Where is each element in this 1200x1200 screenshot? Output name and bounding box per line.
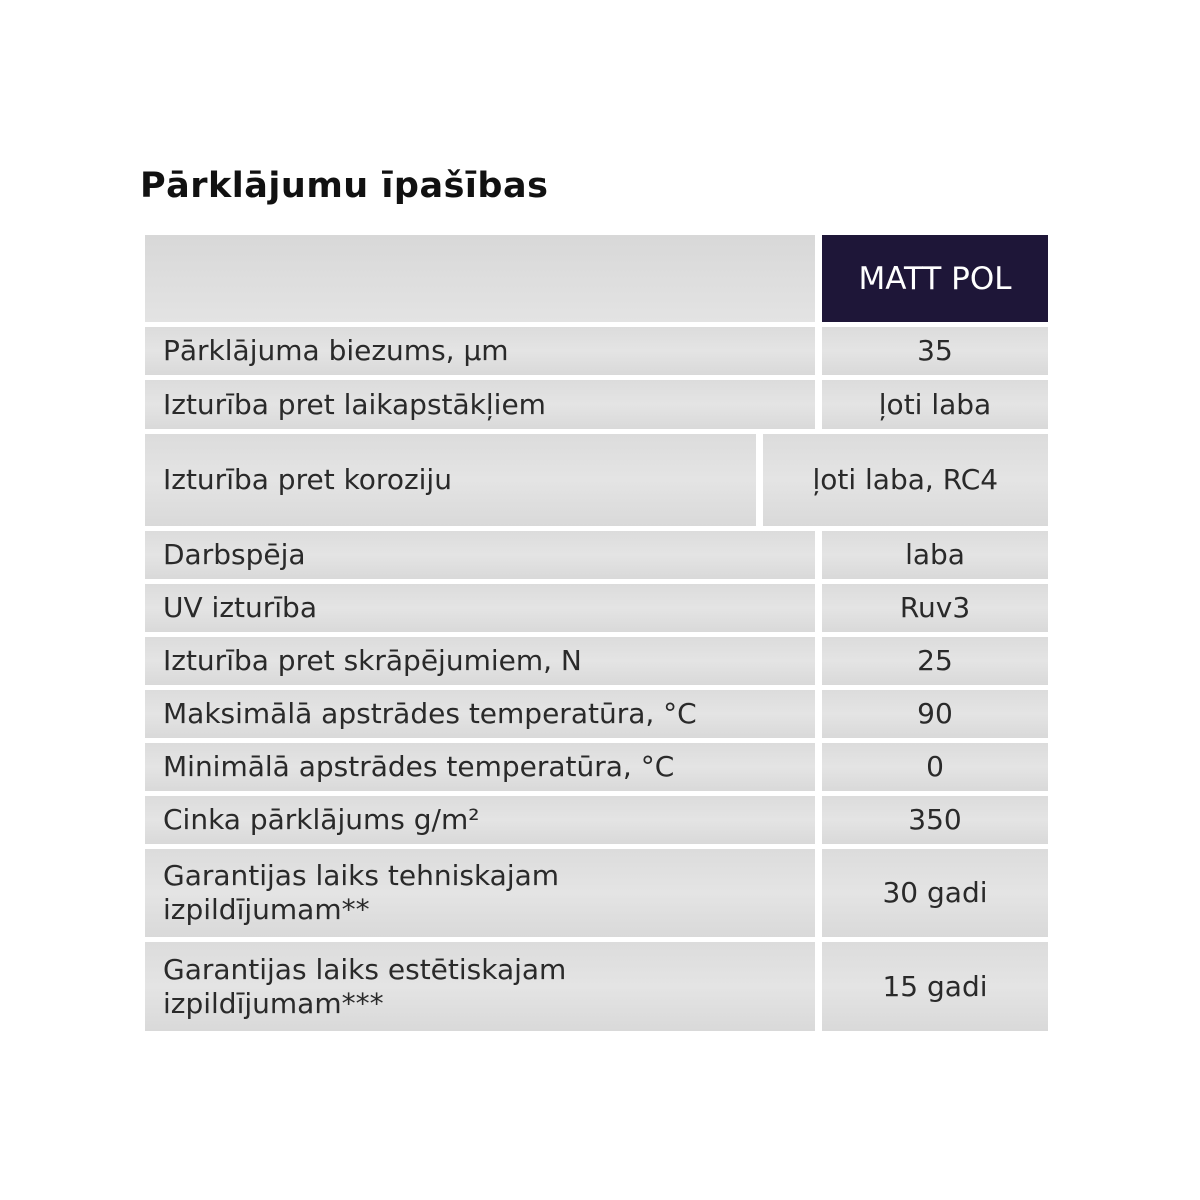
table-row: Pārklājuma biezums, µm 35 <box>145 327 1048 375</box>
table-row: Darbspēja laba <box>145 531 1048 579</box>
row-value: 350 <box>822 796 1048 844</box>
row-value: 30 gadi <box>822 849 1048 937</box>
row-value: 35 <box>822 327 1048 375</box>
row-value: 90 <box>822 690 1048 738</box>
table-row: Izturība pret skrāpējumiem, N 25 <box>145 637 1048 685</box>
row-value: 15 gadi <box>822 942 1048 1031</box>
table-row: Garantijas laiks tehniskajam izpildījuma… <box>145 849 1048 937</box>
page-title: Pārklājumu īpašības <box>140 166 549 206</box>
header-product-cell: MATT POL <box>822 235 1048 322</box>
row-value: laba <box>822 531 1048 579</box>
properties-table: MATT POL Pārklājuma biezums, µm 35 Izturīb… <box>145 235 1048 1036</box>
row-label: Garantijas laiks estētiskajam izpildījum… <box>145 942 815 1031</box>
row-label: Izturība pret koroziju <box>145 434 756 526</box>
row-label: UV izturība <box>145 584 815 632</box>
table-row: Izturība pret laikapstākļiem ļoti laba <box>145 380 1048 429</box>
table-header: MATT POL <box>145 235 1048 322</box>
header-label-cell <box>145 235 815 322</box>
table-row: Minimālā apstrādes temperatūra, °C 0 <box>145 743 1048 791</box>
table-row: UV izturība Ruv3 <box>145 584 1048 632</box>
row-label: Cinka pārklājums g/m² <box>145 796 815 844</box>
table-row: Cinka pārklājums g/m² 350 <box>145 796 1048 844</box>
row-value: 0 <box>822 743 1048 791</box>
row-value: Ruv3 <box>822 584 1048 632</box>
row-label: Darbspēja <box>145 531 815 579</box>
row-label: Izturība pret skrāpējumiem, N <box>145 637 815 685</box>
table-row: Maksimālā apstrādes temperatūra, °C 90 <box>145 690 1048 738</box>
row-value: ļoti laba <box>822 380 1048 429</box>
row-value: 25 <box>822 637 1048 685</box>
row-value: ļoti laba, RC4 <box>762 434 1048 526</box>
row-label: Minimālā apstrādes temperatūra, °C <box>145 743 815 791</box>
table-row: Izturība pret koroziju ļoti laba, RC4 <box>145 434 1048 526</box>
table-row: Garantijas laiks estētiskajam izpildījum… <box>145 942 1048 1031</box>
row-label: Izturība pret laikapstākļiem <box>145 380 815 429</box>
row-label: Pārklājuma biezums, µm <box>145 327 815 375</box>
row-label: Garantijas laiks tehniskajam izpildījuma… <box>145 849 815 937</box>
row-label: Maksimālā apstrādes temperatūra, °C <box>145 690 815 738</box>
